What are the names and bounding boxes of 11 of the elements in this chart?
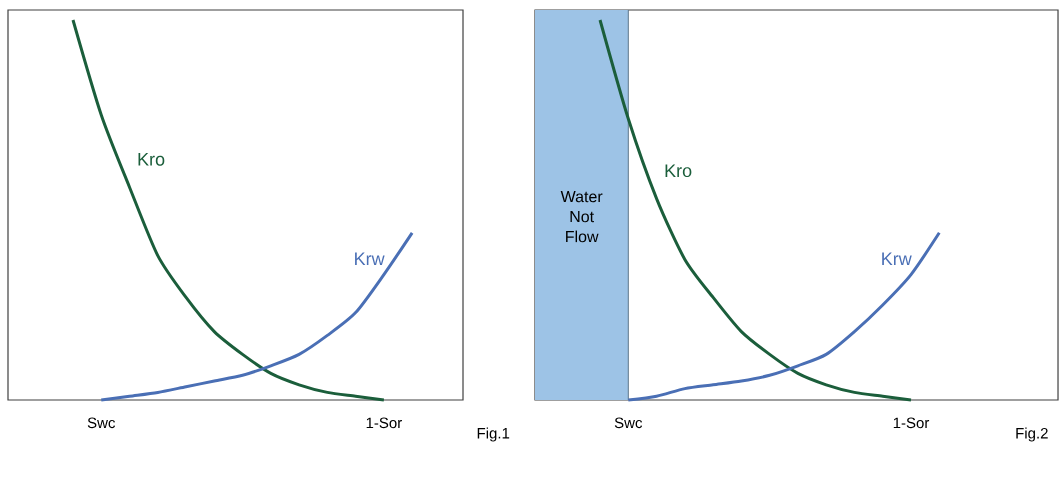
series-label: Kro	[138, 153, 165, 166]
series-label: Krw	[355, 252, 385, 265]
caption: Fig.1	[477, 427, 510, 442]
x-tick-label: Swc	[614, 417, 643, 429]
series-label: Kro	[665, 164, 692, 178]
x-tick-label: Swc	[87, 417, 116, 429]
x-tick-label: 1-Sor	[366, 417, 402, 429]
series-label: Krw	[882, 252, 912, 265]
x-tick-label: 1-Sor	[893, 417, 930, 429]
caption: Fig.2	[1016, 427, 1048, 442]
annotation: Water Not Flow	[560, 191, 603, 243]
